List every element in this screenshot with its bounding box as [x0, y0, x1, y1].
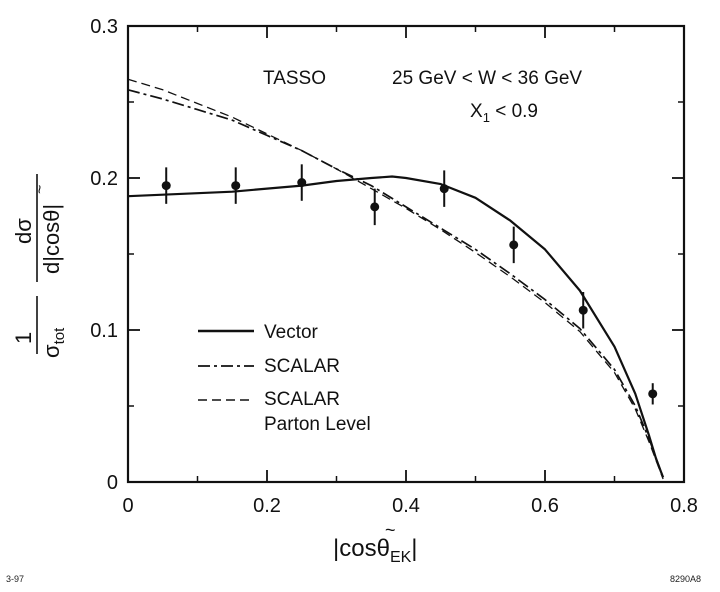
x-tick-label: 0.8: [670, 495, 698, 517]
y-label-num-left: 1: [11, 332, 36, 344]
x-tick-label: 0.4: [392, 495, 420, 517]
x-tick-label: 0.6: [531, 495, 559, 517]
plot-border: [126, 24, 686, 484]
energy-range-label: 25 GeV < W < 36 GeV: [392, 68, 582, 89]
legend-label-scalar-parton-line2: Parton Level: [264, 414, 371, 435]
legend: Vector SCALAR SCALAR Parton Level: [198, 322, 371, 435]
curve-dashdot: [127, 88, 664, 478]
data-point: [648, 389, 658, 399]
data-point: [231, 181, 241, 191]
data-point: [509, 240, 519, 250]
x-label-subscript: EK: [390, 549, 412, 566]
y-label-den-right: d|cosθ|: [39, 204, 64, 274]
data-point: [297, 178, 307, 188]
curve-solid: [127, 175, 665, 478]
y-tick-label: 0.3: [90, 16, 118, 38]
legend-label-scalar-parton-line1: SCALAR: [264, 389, 340, 410]
plot-frame: [126, 24, 686, 484]
tick-labels: 0 0.2 0.4 0.6 0.8 0 0.1 0.2 0.3: [90, 16, 698, 517]
x-label-symbol: θ: [377, 535, 390, 562]
legend-label-scalar: SCALAR: [264, 356, 340, 377]
data-point: [578, 305, 588, 315]
curves: [127, 78, 665, 480]
y-label-sigma: σ: [39, 344, 64, 358]
experiment-label: TASSO: [263, 68, 326, 89]
x-label-tilde: ~: [385, 520, 396, 540]
x-tick-label: 0.2: [253, 495, 281, 517]
cut-main: X: [470, 101, 483, 122]
y-axis-label: 1 dσ σtot d|cosθ| ~: [11, 174, 68, 358]
data-point: [439, 184, 449, 194]
x-label-suffix: |: [411, 535, 417, 562]
y-label-den-left: σtot: [39, 327, 68, 358]
y-label-tilde: ~: [32, 185, 49, 194]
x-axis-label: |cosθEK|: [333, 535, 418, 566]
x-label-prefix: |cos: [333, 535, 377, 562]
data-point: [370, 202, 380, 212]
footer-right: 8290A8: [670, 574, 701, 584]
data-point: [161, 181, 171, 191]
cut-label: X1 < 0.9: [470, 101, 538, 125]
legend-label-vector: Vector: [264, 322, 319, 343]
data-points: [161, 164, 658, 405]
y-tick-label: 0.1: [90, 320, 118, 342]
curve-dashed: [127, 78, 664, 480]
cut-rest: < 0.9: [490, 101, 538, 122]
y-tick-label: 0.2: [90, 168, 118, 190]
footer-left: 3-97: [6, 574, 24, 584]
axis-ticks: [127, 25, 685, 483]
cut-sub: 1: [483, 110, 490, 125]
y-label-num-right: dσ: [11, 218, 36, 244]
y-label-sigma-sub: tot: [51, 327, 68, 345]
x-tick-label: 0: [122, 495, 133, 517]
y-tick-label: 0: [107, 472, 118, 494]
